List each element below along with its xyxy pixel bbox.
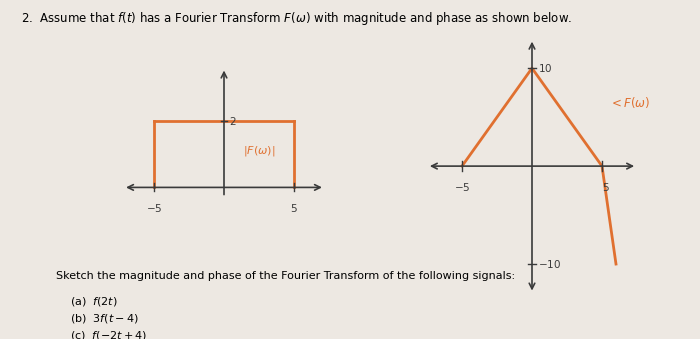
Text: $-5$: $-5$ xyxy=(454,181,470,193)
Text: (c)  $f(-2t+4)$: (c) $f(-2t+4)$ xyxy=(70,329,147,339)
Text: $10$: $10$ xyxy=(538,62,552,74)
Text: $-10$: $-10$ xyxy=(538,258,561,270)
Text: $2$: $2$ xyxy=(229,115,237,127)
Text: Sketch the magnitude and phase of the Fourier Transform of the following signals: Sketch the magnitude and phase of the Fo… xyxy=(56,271,515,281)
Text: $5$: $5$ xyxy=(602,181,610,193)
Text: (b)  $3f(t-4)$: (b) $3f(t-4)$ xyxy=(70,312,139,325)
Text: $-5$: $-5$ xyxy=(146,202,162,214)
Text: (a)  $f(2t)$: (a) $f(2t)$ xyxy=(70,295,118,308)
Text: 2.  Assume that $f(t)$ has a Fourier Transform $F(\omega)$ with magnitude and ph: 2. Assume that $f(t)$ has a Fourier Tran… xyxy=(21,10,572,27)
Text: $|F(\omega)|$: $|F(\omega)|$ xyxy=(243,144,275,158)
Text: $ < F(\omega)$: $ < F(\omega)$ xyxy=(609,95,650,110)
Text: $5$: $5$ xyxy=(290,202,298,214)
